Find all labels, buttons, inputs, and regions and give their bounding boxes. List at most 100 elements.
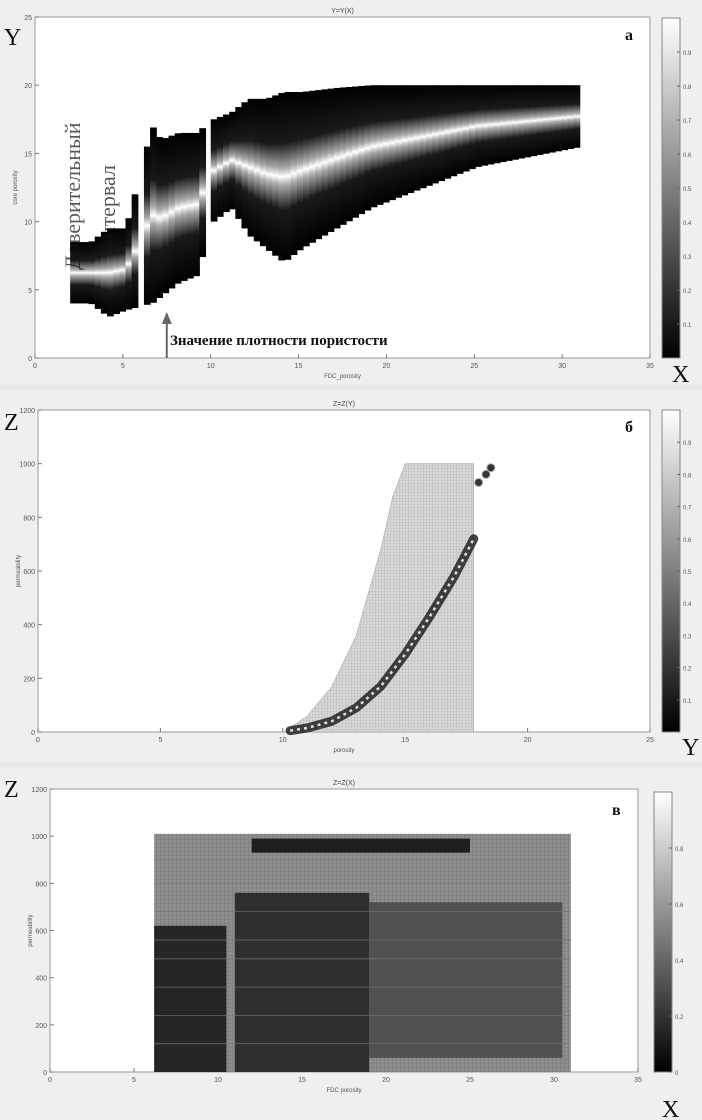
- density-band-strip: [493, 85, 501, 164]
- density-band-strip: [272, 95, 279, 256]
- y-axis-label: permeability: [28, 914, 34, 946]
- density-band-strip: [266, 97, 273, 251]
- density-band-strip: [542, 85, 550, 154]
- density-band-strip: [438, 85, 446, 182]
- annotation-vertical-2: интервал: [95, 165, 120, 250]
- density-band-strip: [333, 87, 341, 229]
- density-band-strip: [499, 85, 507, 163]
- x-tick-label: 25: [466, 1077, 474, 1084]
- panel-b: Z=Z(Y) 0 5 10 15 20 25 0 200 400 600 800 1000 1200 por…: [0, 390, 702, 762]
- density-band-strip: [407, 85, 415, 193]
- density-band-strip: [505, 85, 513, 161]
- density-band-strip: [419, 85, 427, 189]
- colorbar-tick-label: 0.2: [683, 667, 692, 673]
- density-band-strip: [432, 85, 439, 184]
- density-band-strip: [82, 242, 90, 304]
- x-tick-label: 20: [383, 363, 391, 370]
- y-tick-label: 400: [35, 976, 47, 983]
- chart-b-svg: Z=Z(Y) 0 5 10 15 20 25 0 200 400 600 800 1000 1200 por…: [4, 401, 699, 761]
- density-band-strip: [253, 98, 261, 242]
- panel-letter: а: [625, 27, 633, 44]
- density-band-strip: [395, 85, 402, 198]
- density-band-strip: [150, 127, 157, 303]
- density-band-strip: [88, 241, 96, 305]
- colorbar-tick-label: 0.5: [683, 187, 692, 193]
- axis-letter-y: Y: [4, 25, 21, 51]
- y-tick-label: 1200: [31, 787, 47, 794]
- density-band-strip: [370, 85, 378, 208]
- density-band-strip: [210, 119, 218, 222]
- x-axis-label: FDC_porosity: [324, 374, 361, 380]
- colorbar-tick-label: 0.7: [683, 119, 692, 125]
- density-band-strip: [327, 88, 335, 233]
- y-tick-label: 25: [24, 15, 32, 22]
- x-tick-label: 25: [646, 737, 654, 744]
- x-tick-label: 0: [48, 1077, 52, 1084]
- panel-letter: б: [625, 419, 633, 436]
- density-band-strip: [76, 242, 84, 304]
- colorbar-tick-label: 0.1: [683, 323, 692, 329]
- density-band-strip: [131, 194, 139, 308]
- density-band-strip: [241, 102, 249, 229]
- x-axis-label: porosity: [333, 748, 354, 754]
- panel-letter: в: [612, 802, 621, 819]
- density-band-strip: [450, 85, 458, 177]
- density-band-strip: [524, 85, 532, 158]
- y-axis-label: permeability: [16, 555, 22, 587]
- x-tick-label: 35: [634, 1077, 642, 1084]
- y-tick-label: 20: [24, 83, 32, 90]
- dark-region: [154, 925, 227, 1072]
- density-band-strip: [107, 228, 114, 317]
- density-band-strip: [567, 85, 575, 149]
- chart-v-svg: Z=Z(X) 0 5 10 15 20 25 30 35 0 200 400 600 800 1000 120…: [4, 777, 684, 1120]
- colorbar: [653, 791, 673, 1073]
- x-tick-label: 5: [121, 363, 125, 370]
- density-band-strip: [259, 98, 267, 247]
- x-tick-label: 5: [132, 1077, 136, 1084]
- x-tick-label: 15: [295, 363, 303, 370]
- colorbar-tick-label: 0.9: [683, 441, 692, 447]
- axis-letter-y: Z: [4, 777, 19, 803]
- x-tick-label: 0: [33, 363, 37, 370]
- x-axis-label: FDC porosity: [326, 1088, 361, 1094]
- colorbar-tick-label: 0.6: [675, 903, 684, 909]
- density-band-strip: [518, 85, 525, 159]
- density-band-strip: [315, 90, 323, 240]
- density-band-strip: [100, 231, 108, 314]
- density-curve-highlight: [289, 538, 475, 732]
- density-band-strip: [174, 133, 182, 284]
- axis-letter-x: Y: [682, 735, 699, 761]
- y-tick-label: 600: [23, 569, 35, 576]
- y-tick-label: 200: [35, 1023, 47, 1030]
- y-tick-label: 5: [28, 288, 32, 295]
- density-band-strip: [113, 228, 120, 315]
- colorbar-tick-label: 0.4: [675, 959, 684, 965]
- density-band-strip: [382, 85, 390, 203]
- colorbar-tick-label: 0: [675, 1071, 679, 1077]
- y-axis-label: core porosity: [13, 170, 19, 204]
- chart-title: Z=Z(X): [333, 780, 355, 787]
- x-tick-label: 10: [279, 737, 287, 744]
- cluster-point: [481, 469, 491, 479]
- density-band-strip: [247, 98, 255, 237]
- dark-region: [251, 838, 470, 853]
- colorbar-tick-label: 0.6: [683, 153, 692, 159]
- density-band-strip: [475, 85, 482, 167]
- density-band-strip: [284, 92, 292, 260]
- density-band-strip: [119, 228, 127, 312]
- colorbar-tick-label: 0.3: [683, 634, 692, 640]
- axis-letter-x: X: [672, 362, 689, 385]
- y-tick-label: 800: [23, 515, 35, 522]
- chart-a-svg: Y=Y(X) 0 5 10 15 20 25 30 35 0 5 10 15 20 25 FDC_porosi…: [4, 8, 692, 385]
- y-tick-label: 10: [24, 220, 32, 227]
- density-band-strip: [364, 85, 372, 211]
- density-band-strip: [530, 85, 538, 157]
- density-band-strip: [125, 218, 133, 310]
- density-band-strip: [352, 86, 359, 218]
- density-band-strip: [536, 85, 544, 155]
- density-band-strip: [487, 85, 495, 165]
- x-tick-label: 15: [298, 1077, 306, 1084]
- colorbar-tick-label: 0.6: [683, 538, 692, 544]
- y-tick-label: 1000: [19, 462, 35, 469]
- density-band-strip: [70, 242, 77, 304]
